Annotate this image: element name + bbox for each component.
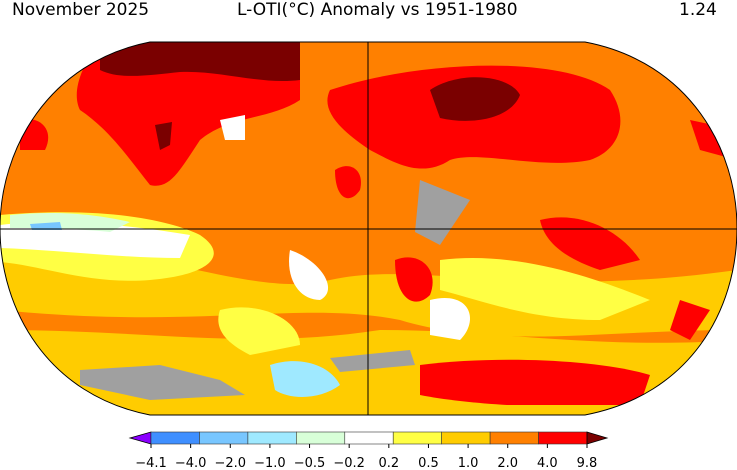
colorbar-bin [150,431,200,445]
colorbar: −4.1 −4.0 −2.0 −1.0 −0.5 −0.2 0.2 0.5 1.0 2.0 4.0 9… [128,431,609,470]
map-fill [0,42,737,415]
colorbar-tick-label: −2.0 [214,456,246,470]
colorbar-bin [441,431,491,445]
colorbar-bin [538,431,588,445]
colorbar-tick-label: −4.1 [135,456,167,470]
colorbar-arrow-high [586,431,609,445]
global-mean-value: 1.24 [679,0,717,20]
colorbar-tick-label: 2.0 [497,456,518,470]
colorbar-tick-label: 4.0 [537,456,558,470]
colorbar-tick-label: −1.0 [254,456,286,470]
colorbar-bin [247,431,297,445]
colorbar-bin [296,431,346,445]
map-title: L-OTI(°C) Anomaly vs 1951-1980 [237,0,518,20]
colorbar-bin [199,431,249,445]
colorbar-bin [344,431,394,445]
colorbar-tick-label: 1.0 [458,456,479,470]
colorbar-tick-label: 0.5 [418,456,439,470]
colorbar-tick-label: 0.2 [378,456,399,470]
colorbar-arrow-low [128,431,152,445]
colorbar-tick-label: −0.5 [294,456,326,470]
date-label: November 2025 [12,0,150,20]
colorbar-bin [489,431,539,445]
colorbar-tick-label: −4.0 [175,456,207,470]
colorbar-tick-label: 9.8 [577,456,598,470]
colorbar-bin [392,431,442,445]
colorbar-tick-label: −0.2 [333,456,365,470]
